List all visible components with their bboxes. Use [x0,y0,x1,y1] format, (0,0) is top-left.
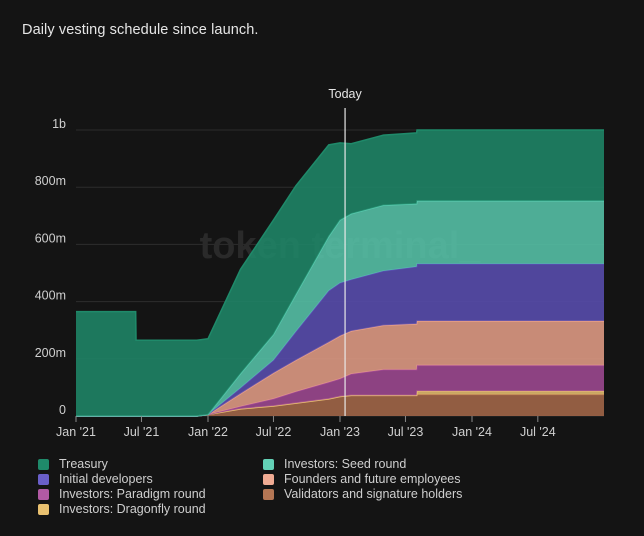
x-tick-label: Jul '22 [256,425,292,439]
y-tick-label: 600m [35,231,66,245]
chart-legend: Treasury Investors: Seed round Initial dev… [38,457,638,527]
legend-swatch [38,473,49,485]
area-series-edge [76,129,604,341]
legend-item[interactable]: Investors: Dragonfly round [38,502,206,516]
legend-label: Initial developers [59,472,153,486]
legend-item[interactable]: Investors: Paradigm round [38,487,206,501]
legend-label: Investors: Paradigm round [59,487,206,501]
x-tick-label: Jan '23 [320,425,360,439]
x-tick-label: Jul '23 [388,425,424,439]
today-label: Today [328,87,362,101]
y-tick-label: 0 [59,403,66,417]
legend-item[interactable]: Treasury [38,457,108,471]
legend-swatch [38,503,49,515]
x-tick-label: Jul '24 [520,425,556,439]
x-tick-label: Jan '22 [188,425,228,439]
y-tick-label: 800m [35,174,66,188]
legend-label: Investors: Dragonfly round [59,502,206,516]
legend-label: Validators and signature holders [284,487,463,501]
x-tick-label: Jan '21 [56,425,96,439]
area-series [76,200,604,416]
chart-title: Daily vesting schedule since launch. [22,22,259,38]
y-tick-label: 200m [35,346,66,360]
legend-item[interactable]: Validators and signature holders [263,487,462,501]
area-series [76,321,604,416]
legend-item[interactable]: Founders and future employees [263,472,461,486]
legend-label: Treasury [59,457,108,471]
area-series [76,263,604,416]
area-series [76,394,604,416]
legend-swatch [263,458,274,470]
legend-swatch [263,488,274,500]
legend-item[interactable]: Initial developers [38,472,153,486]
x-tick-label: Jul '21 [124,425,160,439]
legend-item[interactable]: Investors: Seed round [263,457,406,471]
y-tick-label: 1b [52,117,66,131]
legend-swatch [263,473,274,485]
area-series [76,130,604,416]
legend-label: Investors: Seed round [284,457,407,471]
legend-label: Founders and future employees [284,472,461,486]
vesting-area-chart: 0200m400m600m800m1btoken terminal_Jan '2… [35,87,604,439]
legend-swatch [38,488,49,500]
x-tick-label: Jan '24 [452,425,492,439]
area-series [76,365,604,416]
y-tick-label: 400m [35,289,66,303]
legend-swatch [38,458,49,470]
area-series [76,391,604,416]
